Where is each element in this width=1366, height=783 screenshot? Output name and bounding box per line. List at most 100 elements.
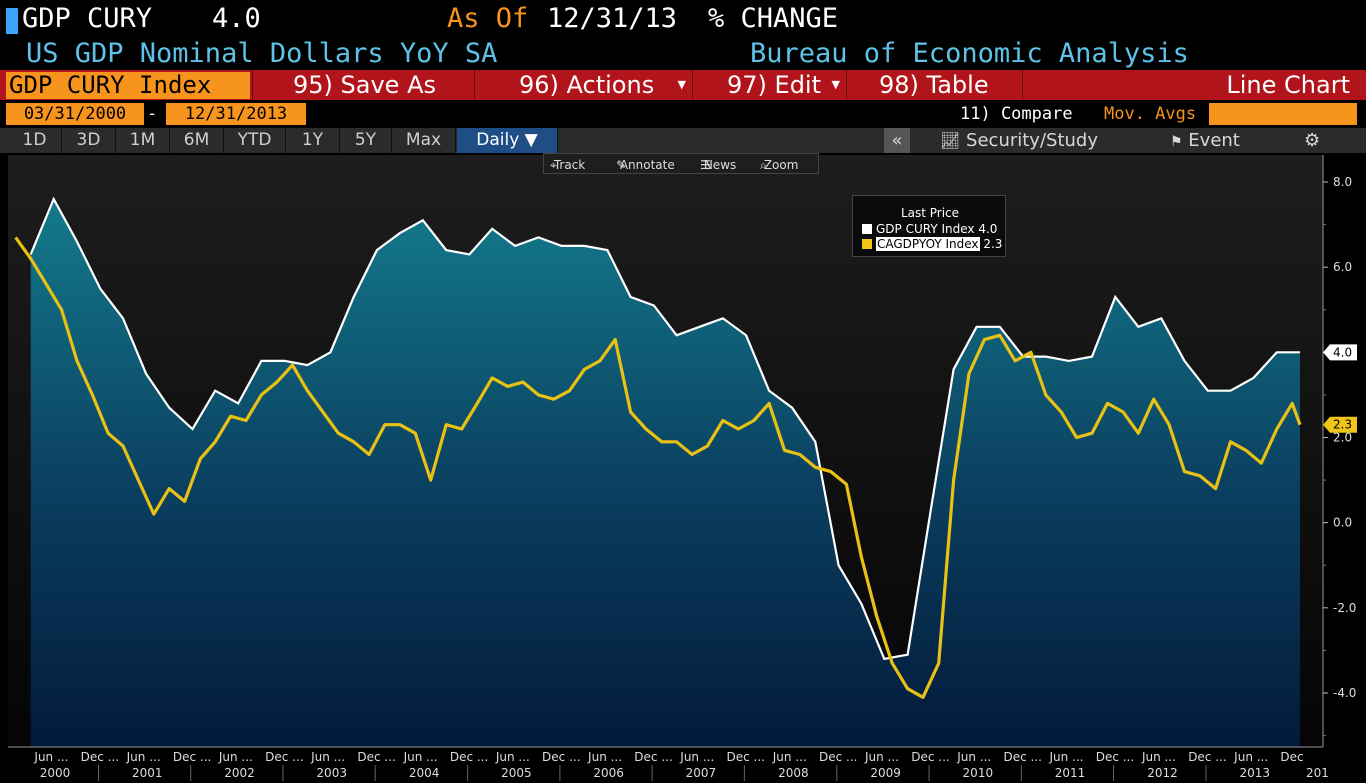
cursor-marker [6,8,18,34]
x-month-label: Jun ... [1233,750,1268,764]
legend-title: Last Price [900,206,960,220]
legend-item-cagdpyoy[interactable]: CAGDPYOY Index 2.3 [862,237,1002,251]
x-month-label: Jun ... [126,750,161,764]
x-year-label: 201 [1306,766,1329,780]
zoom-label: Zoom [763,158,799,172]
x-month-label: Dec ... [1096,750,1134,764]
x-month-label: Dec ... [81,750,119,764]
as-of-date: 12/31/13 [547,3,678,34]
x-month-label: Jun ... [218,750,253,764]
track-label: Track [553,158,586,172]
moving-averages-button[interactable]: Mov. Avgs [1104,104,1197,124]
dropdown-arrow-icon: ▼ [831,78,840,91]
security-description: US GDP Nominal Dollars YoY SA [26,38,498,69]
x-month-label: Jun ... [310,750,345,764]
compare-button[interactable]: 11) Compare [960,104,1073,124]
period-5y-tab[interactable]: 5Y [340,128,392,153]
white-swatch-icon [862,224,872,234]
x-year-label: 2000 [40,766,71,780]
x-month-label: Jun ... [956,750,991,764]
actions-menu-button[interactable]: 96) Actions ▼ [474,70,692,100]
zoom-button[interactable]: ⌕ Zoom [760,156,798,172]
track-button[interactable]: ⌖ Track [550,156,585,172]
x-year-label: 2009 [870,766,901,780]
legend-name: CAGDPYOY Index [876,237,980,251]
security-description-row: US GDP Nominal Dollars YoY SA Bureau of … [0,38,1366,70]
annotate-button[interactable]: ✎ Annotate [616,156,675,172]
save-as-button[interactable]: 95) Save As [252,70,474,100]
change-label: % CHANGE [708,3,839,34]
event-button[interactable]: ⚑ Event [1170,128,1240,153]
period-ytd-tab[interactable]: YTD [224,128,286,153]
yellow-swatch-icon [862,239,872,249]
chart-type-button[interactable]: Line Chart [1022,70,1358,100]
end-date-field[interactable]: 12/31/2013 [166,103,306,125]
settings-button[interactable]: ⚙ [1304,128,1320,153]
event-label: Event [1188,130,1240,151]
last-value: 4.0 [212,3,261,34]
save-as-label: 95) Save As [293,71,436,99]
as-of-label: As Of [447,3,529,34]
y-tick-label: 8.0 [1333,175,1352,189]
table-button[interactable]: 98) Table [846,70,1022,100]
start-date-field[interactable]: 03/31/2000 [6,103,144,125]
x-year-label: 2008 [778,766,809,780]
last-value-badges: 4.0 2.3 [1323,344,1357,433]
x-month-label: Dec ... [819,750,857,764]
period-6m-tab[interactable]: 6M [170,128,224,153]
frequency-dropdown[interactable]: Daily ▼ [457,128,558,153]
gdp-last-value-badge [1323,344,1357,361]
pencil-icon: ✎ [616,158,627,172]
x-month-label: Dec ... [1003,750,1041,764]
legend-item-gdp[interactable]: GDP CURY Index 4.0 [862,222,997,236]
y-tick-label: -4.0 [1333,686,1356,700]
x-year-label: 2010 [963,766,994,780]
flag-icon: ⚑ [1170,134,1183,150]
y-tick-label: 6.0 [1333,260,1352,274]
x-year-label: 2005 [501,766,532,780]
x-year-label: 2003 [316,766,347,780]
x-year-label: 2012 [1147,766,1178,780]
news-button[interactable]: ☰ News [700,156,736,172]
line-chart[interactable]: 8.06.04.02.00.0-2.0-4.0 Jun ...Dec ...Ju… [0,153,1366,783]
x-month-label: Jun ... [679,750,714,764]
actions-label: 96) Actions [519,71,655,99]
x-month-label: Dec ... [265,750,303,764]
chart-toolbar: ⌖ Track ✎ Annotate ☰ News ⌕ Zoom [543,153,819,174]
period-3d-tab[interactable]: 3D [62,128,116,153]
annotate-label: Annotate [619,158,675,172]
crosshair-icon: ⌖ [550,158,557,172]
dropdown-arrow-icon: ▼ [677,78,686,91]
x-year-label: 2013 [1240,766,1271,780]
period-1d-tab[interactable]: 1D [8,128,62,153]
security-study-button[interactable]: 📈︎ Security/Study [940,128,1098,153]
x-month-label: Dec ... [542,750,580,764]
moving-averages-field[interactable] [1209,103,1357,125]
x-month-label: Dec ... [450,750,488,764]
gdp-last-value-badge-label: 4.0 [1333,345,1352,359]
cagdpyoy-series-line [14,236,1302,699]
news-label: News [703,158,737,172]
period-1m-tab[interactable]: 1M [116,128,170,153]
edit-menu-button[interactable]: 97) Edit ▼ [692,70,846,100]
x-month-label: Jun ... [587,750,622,764]
edit-label: 97) Edit [727,71,822,99]
security-header: GDP CURY 4.0 As Of 12/31/13 % CHANGE [0,2,1366,36]
date-separator: - [147,104,158,124]
table-label: 98) Table [879,71,989,99]
security-field[interactable]: GDP CURY Index [6,72,250,99]
x-year-label: 2001 [132,766,163,780]
x-axis: Jun ... Dec ... Jun ... Dec ... Jun ... Dec .… [8,746,1329,781]
x-month-label: Jun ... [1141,750,1176,764]
security-study-label: Security/Study [966,130,1098,151]
x-month-label: Jun ... [403,750,438,764]
period-max-tab[interactable]: Max [392,128,456,153]
list-icon: ☰ [700,158,711,172]
x-year-label: 2011 [1055,766,1086,780]
x-year-label: 2004 [409,766,440,780]
legend-value: 2.3 [983,237,1003,251]
x-month-label: Dec ... [911,750,949,764]
period-1y-tab[interactable]: 1Y [286,128,340,153]
collapse-button[interactable]: « [884,128,910,153]
x-month-label: Jun ... [1048,750,1083,764]
